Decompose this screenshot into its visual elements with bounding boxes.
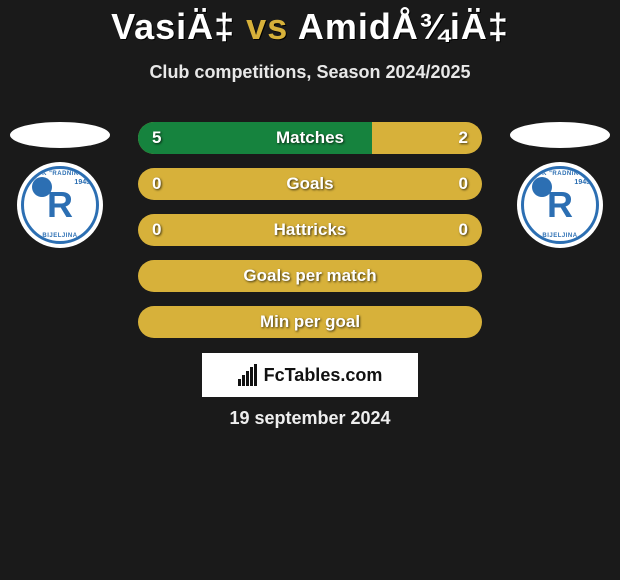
badge-left-city: BIJELJINA: [42, 233, 77, 239]
badge-left-year: 1945: [74, 179, 90, 186]
stat-label: Goals: [138, 168, 482, 200]
stat-label: Hattricks: [138, 214, 482, 246]
stats-rows: 52Matches00Goals00HattricksGoals per mat…: [138, 122, 482, 352]
player-right: FK "RADNIK" 1945 R BIJELJINA: [510, 122, 610, 248]
badge-ball-icon: [32, 177, 52, 197]
brand-box: FcTables.com: [202, 353, 418, 397]
stat-row: Goals per match: [138, 260, 482, 292]
stat-row: Min per goal: [138, 306, 482, 338]
club-badge-right: FK "RADNIK" 1945 R BIJELJINA: [517, 162, 603, 248]
stat-fill-left: [138, 122, 372, 154]
stat-value-left: 0: [152, 214, 161, 246]
title-player-left: VasiÄ‡: [111, 6, 235, 47]
badge-ball-icon: [532, 177, 552, 197]
badge-left-clubname: FK "RADNIK": [38, 171, 82, 177]
badge-right-clubname: FK "RADNIK": [538, 171, 582, 177]
stat-row: 0 0Hattricks: [138, 214, 482, 246]
player-left-silhouette: [10, 122, 110, 148]
subtitle: Club competitions, Season 2024/2025: [0, 62, 620, 83]
title-vs: vs: [246, 6, 288, 47]
club-badge-left: FK "RADNIK" 1945 R BIJELJINA: [17, 162, 103, 248]
badge-right-year: 1945: [574, 179, 590, 186]
player-left: FK "RADNIK" 1945 R BIJELJINA: [10, 122, 110, 248]
stat-row: 52Matches: [138, 122, 482, 154]
stat-value-right: 2: [459, 122, 468, 154]
bar-chart-icon: [238, 364, 260, 386]
date-text: 19 september 2024: [0, 408, 620, 429]
badge-right-city: BIJELJINA: [542, 233, 577, 239]
stat-value-left: 0: [152, 168, 161, 200]
stat-label: Min per goal: [138, 306, 482, 338]
stat-label: Goals per match: [138, 260, 482, 292]
stat-value-left: 5: [152, 122, 161, 154]
stat-row: 0 0Goals: [138, 168, 482, 200]
player-right-silhouette: [510, 122, 610, 148]
stat-value-right: 0: [459, 168, 468, 200]
title-player-right: AmidÅ¾iÄ‡: [298, 6, 509, 47]
stat-value-right: 0: [459, 214, 468, 246]
comparison-title: VasiÄ‡ vs AmidÅ¾iÄ‡: [0, 0, 620, 48]
brand-text: FcTables.com: [264, 365, 383, 386]
